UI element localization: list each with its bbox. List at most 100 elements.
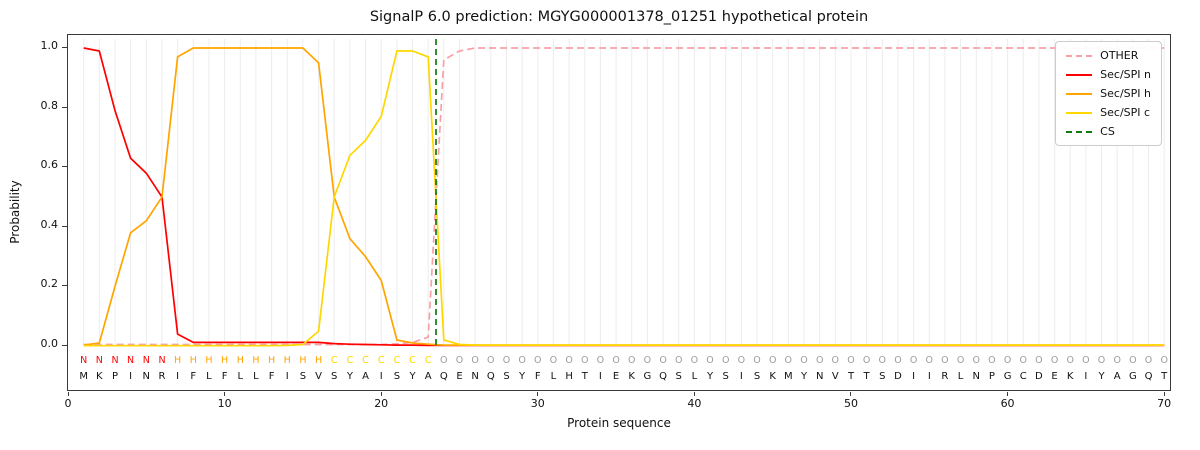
x-tick-mark xyxy=(537,392,539,396)
region-label-letter: O xyxy=(534,355,541,366)
region-label-letter: O xyxy=(879,355,886,366)
region-label-letter: O xyxy=(644,355,651,366)
sequence-letter: L xyxy=(238,371,244,382)
x-axis-label: Protein sequence xyxy=(567,416,671,430)
sequence-letter: S xyxy=(331,371,337,382)
sequence-letter: C xyxy=(1020,371,1027,382)
sequence-letter: F xyxy=(190,371,196,382)
x-tick-label: 50 xyxy=(843,397,858,410)
sequence-letter: F xyxy=(269,371,275,382)
legend-label: OTHER xyxy=(1100,49,1139,62)
legend-label: CS xyxy=(1100,125,1115,138)
region-label-letter: O xyxy=(1129,355,1136,366)
region-label-letter: N xyxy=(80,355,87,366)
legend-item: CS xyxy=(1066,125,1151,138)
region-label-letter: O xyxy=(691,355,698,366)
sequence-letter: L xyxy=(253,371,259,382)
x-tick-mark xyxy=(693,392,695,396)
region-label-letter: O xyxy=(1113,355,1120,366)
legend-item: OTHER xyxy=(1066,49,1151,62)
region-label-letter: O xyxy=(988,355,995,366)
region-label-letter: H xyxy=(252,355,259,366)
sequence-letter: A xyxy=(1114,371,1121,382)
sequence-letter: N xyxy=(143,371,150,382)
region-label-letter: O xyxy=(1098,355,1105,366)
sequence-letter: N xyxy=(973,371,980,382)
sequence-letter: Q xyxy=(659,371,667,382)
series-line-other xyxy=(83,47,1165,346)
sequence-letter: Y xyxy=(800,371,808,382)
legend-item: Sec/SPI h xyxy=(1066,87,1151,100)
sequence-letter: A xyxy=(425,371,432,382)
sequence-letter: G xyxy=(1004,371,1012,382)
sequence-letter: M xyxy=(79,371,88,382)
sequence-letter: I xyxy=(176,371,179,382)
y-tick-label: 0.8 xyxy=(40,98,59,112)
legend-label: Sec/SPI n xyxy=(1100,68,1151,81)
y-tick-mark xyxy=(62,345,67,346)
sequence-letter: K xyxy=(628,371,635,382)
sequence-letter: Y xyxy=(1097,371,1105,382)
x-tick-label: 10 xyxy=(217,397,232,410)
region-label-letter: O xyxy=(1019,355,1026,366)
sequence-letter: D xyxy=(1035,371,1043,382)
sequence-letter: M xyxy=(784,371,793,382)
legend: OTHER Sec/SPI n Sec/SPI h Sec/SPI c CS xyxy=(1055,41,1162,146)
sequence-letter: K xyxy=(769,371,776,382)
sequence-letter: I xyxy=(129,371,132,382)
y-axis-label: Probability xyxy=(8,180,22,244)
sequence-letter: Y xyxy=(706,371,714,382)
legend-line-sample xyxy=(1066,92,1093,95)
sequence-letter: V xyxy=(315,371,322,382)
region-label-letter: O xyxy=(675,355,682,366)
sequence-letter: Q xyxy=(487,371,495,382)
sequence-letter: R xyxy=(159,371,166,382)
region-label-letter: N xyxy=(111,355,118,366)
x-tick-mark xyxy=(380,392,382,396)
sequence-letter: V xyxy=(832,371,839,382)
region-label-letter: O xyxy=(1145,355,1152,366)
region-label-letter: H xyxy=(190,355,197,366)
region-label-letter: O xyxy=(941,355,948,366)
region-label-letter: H xyxy=(268,355,275,366)
legend-item: Sec/SPI n xyxy=(1066,68,1151,81)
sequence-letter: I xyxy=(912,371,915,382)
sequence-letter: N xyxy=(471,371,478,382)
y-tick-mark xyxy=(62,285,67,287)
y-tick-label: 0.4 xyxy=(40,217,59,231)
sequence-letter: Q xyxy=(440,371,448,382)
sequence-letter: P xyxy=(989,371,995,382)
region-label-letter: O xyxy=(1066,355,1073,366)
y-tick-mark xyxy=(62,106,67,108)
region-label-letter: H xyxy=(315,355,322,366)
sequence-letter: G xyxy=(644,371,652,382)
legend-label: Sec/SPI c xyxy=(1100,106,1151,119)
region-label-letter: O xyxy=(456,355,463,366)
x-tick-label: 0 xyxy=(64,397,72,410)
sequence-letter: I xyxy=(1084,371,1087,382)
region-label-letter: O xyxy=(894,355,901,366)
legend-line-sample xyxy=(1066,54,1093,57)
x-tick-mark xyxy=(1007,392,1009,396)
region-label-letter: O xyxy=(1004,355,1011,366)
sequence-letter: T xyxy=(1160,371,1168,382)
region-label-letter: N xyxy=(143,355,150,366)
legend-label: Sec/SPI h xyxy=(1100,87,1151,100)
sequence-letter: R xyxy=(941,371,948,382)
sequence-letter: Y xyxy=(518,371,526,382)
sequence-letter: I xyxy=(286,371,289,382)
sequence-letter: N xyxy=(816,371,823,382)
legend-line-sample xyxy=(1066,130,1093,133)
region-label-letter: H xyxy=(299,355,306,366)
region-label-letter: O xyxy=(503,355,510,366)
y-tick-mark xyxy=(62,166,67,168)
y-tick-label: 0.0 xyxy=(40,337,59,350)
plot-canvas: NMNKNPNINNNRHIHFHLHFHLHLHFHIHSHVCSCYCACI… xyxy=(79,39,1168,382)
sequence-letter: K xyxy=(96,371,103,382)
region-label-letter: O xyxy=(957,355,964,366)
region-label-letter: O xyxy=(565,355,572,366)
region-label-letter: O xyxy=(926,355,933,366)
region-label-letter: H xyxy=(237,355,244,366)
sequence-letter: E xyxy=(1051,371,1057,382)
